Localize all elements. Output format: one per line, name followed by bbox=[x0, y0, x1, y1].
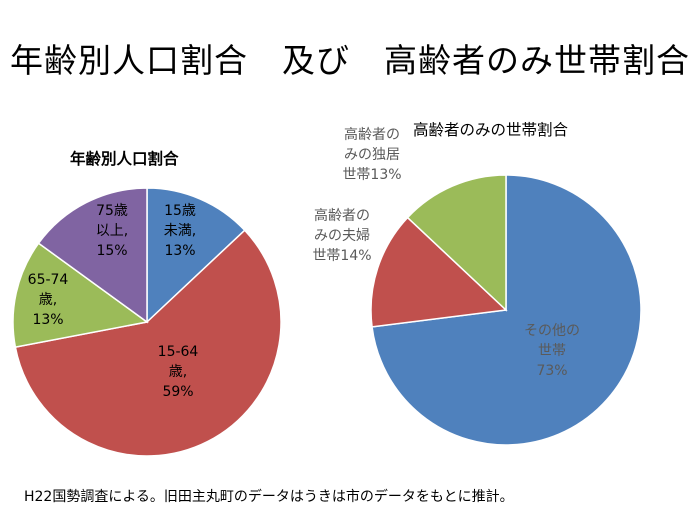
slide-title: 年齢別人口割合 及び 高齢者のみ世帯割合 bbox=[10, 41, 690, 80]
chart1-slice-3 bbox=[37, 187, 148, 324]
chart2-slice-label-2: 高齢者のみの独居世帯13% bbox=[342, 126, 401, 183]
chart2-slice-2 bbox=[406, 174, 507, 312]
chart1-slice-label-0: 15歳未満, 13% bbox=[164, 203, 196, 259]
footnote: H22国勢調査による。旧田主丸町のデータはうきは市のデータをもとに推計。 bbox=[24, 489, 514, 505]
chart2-slice-label-0: その他の世帯 73% bbox=[524, 323, 580, 379]
chart2-slice-1 bbox=[370, 216, 508, 328]
household-pie-title: 高齢者のみの世帯割合 bbox=[413, 121, 569, 139]
chart1-slice-2 bbox=[12, 242, 149, 348]
age-pie-title: 年齢別人口割合 bbox=[70, 150, 179, 168]
chart2-slice-label-1: 高齢者のみの夫婦世帯14% bbox=[312, 207, 371, 264]
chart1-slice-0 bbox=[146, 187, 246, 324]
chart1-slice-1 bbox=[14, 229, 282, 457]
chart1-slice-label-2: 65-74 歳, 13% bbox=[28, 272, 69, 328]
chart1-slice-label-1: 15-64 歳, 59% bbox=[158, 344, 199, 400]
chart1-slice-label-3: 75歳以上, 15% bbox=[96, 203, 128, 259]
